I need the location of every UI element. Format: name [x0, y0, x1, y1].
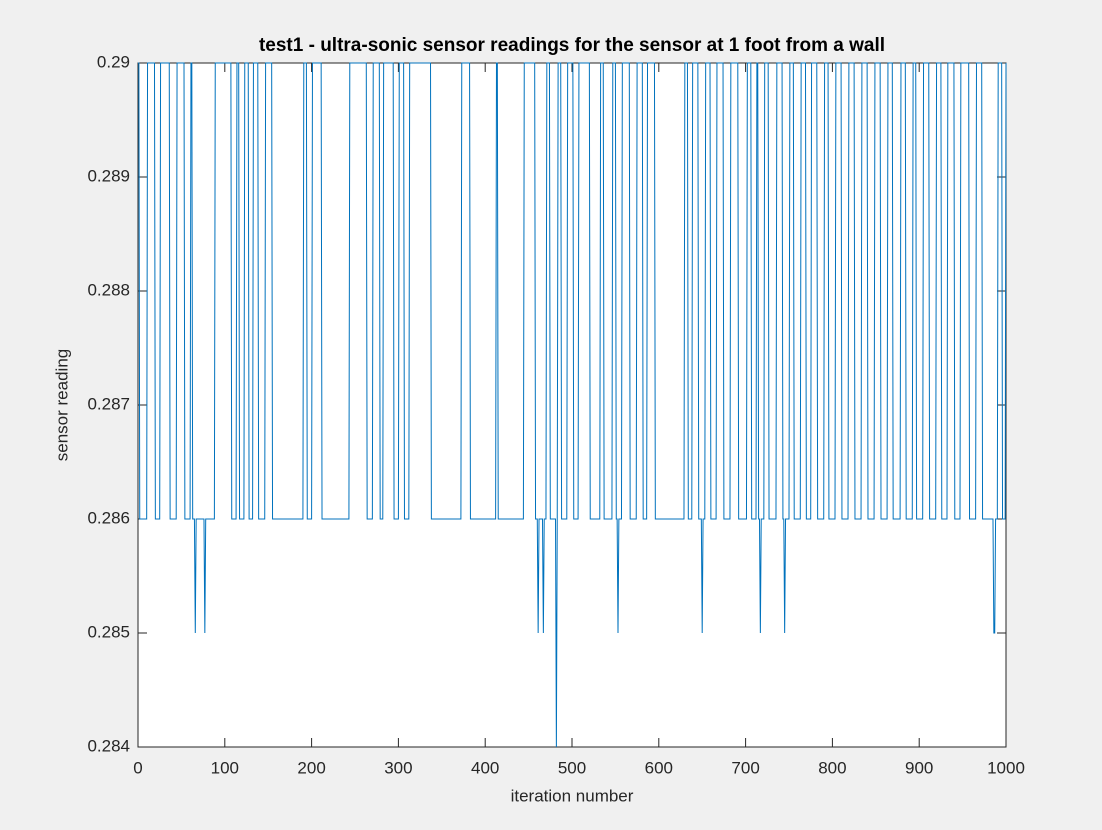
- x-tick-label: 200: [297, 758, 325, 777]
- x-tick-label: 1000: [987, 758, 1025, 777]
- plot-area: [137, 62, 1007, 748]
- y-tick-label: 0.289: [87, 166, 130, 185]
- x-tick-label: 900: [905, 758, 933, 777]
- y-tick-label: 0.29: [97, 52, 130, 71]
- chart-title: test1 - ultra-sonic sensor readings for …: [259, 35, 885, 56]
- x-tick-label: 600: [645, 758, 673, 777]
- x-tick-label: 300: [384, 758, 412, 777]
- x-tick-label: 400: [471, 758, 499, 777]
- y-tick-label: 0.286: [87, 508, 130, 527]
- data-line: [138, 62, 1007, 748]
- y-tick-label: 0.284: [87, 736, 130, 755]
- y-axis-label: sensor reading: [52, 349, 71, 461]
- y-tick-label: 0.285: [87, 622, 130, 641]
- x-tick-label: 0: [133, 758, 142, 777]
- x-tick-label: 500: [558, 758, 586, 777]
- y-tick-label: 0.288: [87, 280, 130, 299]
- x-tick-label: 700: [731, 758, 759, 777]
- x-tick-label: 800: [818, 758, 846, 777]
- y-tick-label: 0.287: [87, 394, 130, 413]
- x-axis-label: iteration number: [511, 786, 634, 805]
- x-tick-label: 100: [211, 758, 239, 777]
